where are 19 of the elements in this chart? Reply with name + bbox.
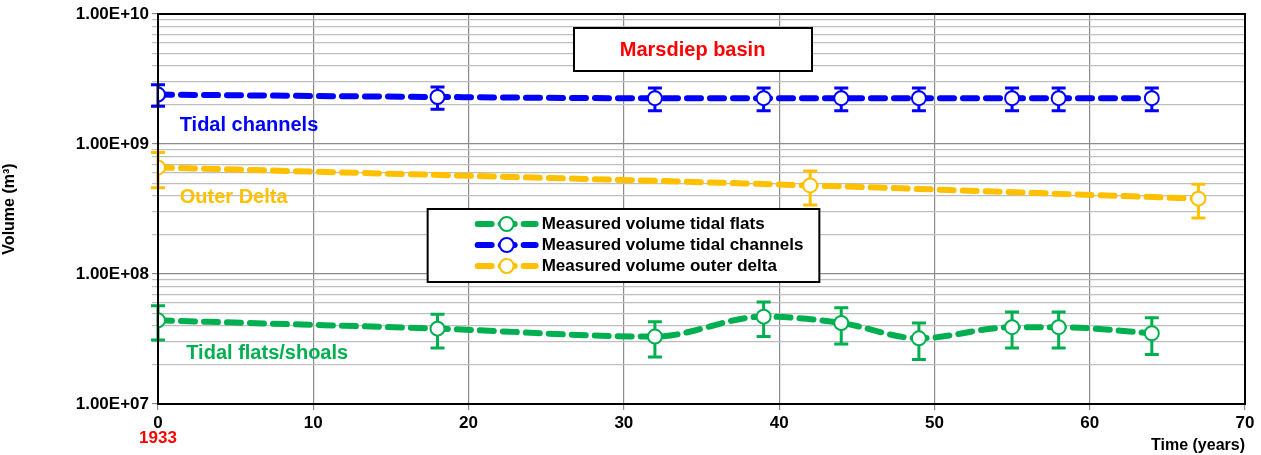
y-tick-label: 1.00E+09	[75, 133, 149, 153]
annotation: Tidal channels	[179, 112, 319, 135]
y-tick-label: 1.00E+08	[75, 263, 149, 283]
x-axis-title: Time (years)	[1151, 435, 1245, 453]
legend-label: Measured volume outer delta	[541, 255, 778, 275]
x-tick-label: 60	[1080, 412, 1100, 432]
legend-label: Measured volume tidal channels	[541, 234, 804, 254]
x-tick-label: 20	[459, 412, 479, 432]
x-tick-label: 70	[1235, 412, 1255, 432]
y-tick-label: 1.00E+07	[75, 393, 149, 413]
annotation: Outer Delta	[179, 184, 289, 207]
annotation: Tidal flats/shoals	[186, 340, 349, 363]
legend-label: Measured volume tidal flats	[541, 213, 765, 233]
y-tick-label: 1.00E+10	[75, 3, 149, 23]
y-axis-title: Volume (m³)	[0, 163, 18, 255]
x-tick-label: 30	[614, 412, 634, 432]
x-tick-label: 50	[924, 412, 944, 432]
x-tick-label: 40	[769, 412, 789, 432]
x-tick-label: 10	[303, 412, 323, 432]
